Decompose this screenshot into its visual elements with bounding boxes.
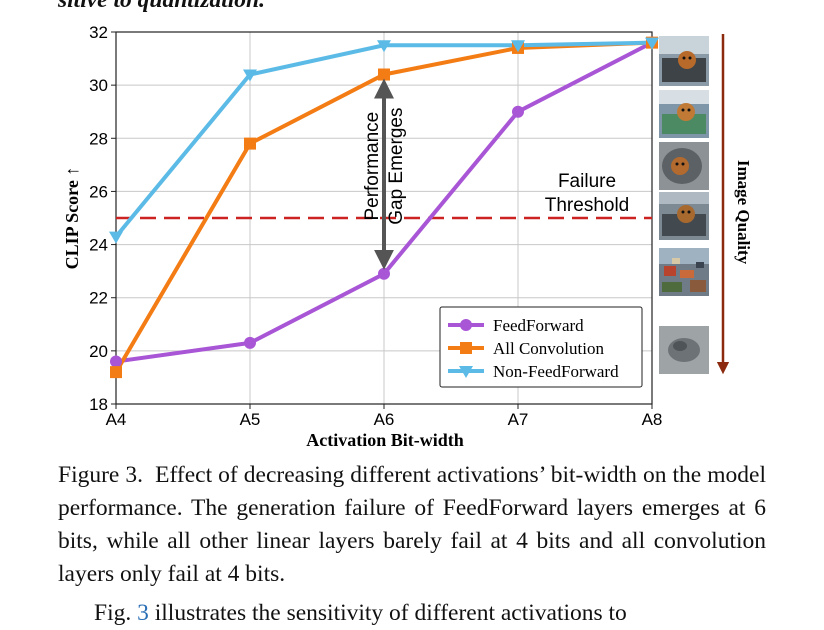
legend-marker-feedforward [460,319,472,331]
gap-label-line-2: Gap Emerges [386,108,407,225]
quality-label: Image Quality [734,160,753,265]
legend-marker-all-convolution [460,342,472,354]
threshold-label-line-1: Failure [558,171,616,192]
data-point-non-feedforward [243,69,257,82]
y-tick-label: 24 [89,236,108,255]
image-quality-indicator: Image Quality [716,34,753,375]
y-tick-label: 18 [89,395,108,414]
thumbnails-group [659,36,709,374]
data-point-non-feedforward [645,37,659,50]
y-axis-label: CLIP Score ↑ [62,167,82,270]
data-point-feedforward [244,336,256,349]
y-tick-label: 26 [89,182,108,201]
y-tick-label: 32 [89,23,108,42]
caption-label: Figure 3. [58,462,144,488]
body-text-line: Fig. 3 illustrates the sensitivity of di… [94,597,794,630]
dog-in-car-thumbnail [659,192,709,240]
y-tick-label: 28 [89,129,108,148]
x-tick-label: A4 [106,410,127,429]
data-point-feedforward [512,105,524,118]
x-axis: A4 A5 A6 A7 A8 [106,404,663,429]
x-tick-label: A7 [508,410,529,429]
gap-label-line-1: Performance [362,112,383,221]
legend-label-all-convolution: All Convolution [493,339,604,358]
header-text-line: sitive to quantization. [58,0,265,13]
y-tick-label: 22 [89,289,108,308]
caption-text: Effect of decreasing different activatio… [58,462,766,587]
data-point-non-feedforward [511,40,525,53]
dog-in-car-thumbnail [659,90,709,138]
blurred-gray-thumbnail [659,326,709,374]
dog-in-car-thumbnail [659,142,709,190]
body-prefix: Fig. [94,600,132,626]
data-point-non-feedforward [377,40,391,53]
legend-label-feedforward: FeedForward [493,316,584,335]
y-tick-label: 20 [89,342,108,361]
data-point-all-convolution [244,137,256,150]
data-point-feedforward [378,267,390,280]
x-tick-label: A5 [240,410,261,429]
data-point-feedforward [110,355,122,368]
data-point-all-convolution [110,366,122,379]
figure-caption: Figure 3. Effect of decreasing different… [58,459,766,591]
y-axis: 18 20 22 24 26 28 30 32 [89,23,116,414]
dog-in-car-thumbnail [659,36,709,86]
data-point-all-convolution [378,68,390,81]
data-point-non-feedforward [109,231,123,244]
figure-reference-link[interactable]: 3 [137,600,149,626]
noisy-thumbnail [659,248,709,296]
threshold-label-line-2: Threshold [545,195,630,216]
markers-group [109,36,659,379]
body-rest: illustrates the sensitivity of different… [154,600,627,626]
legend-label-non-feedforward: Non-FeedForward [493,362,619,381]
x-axis-label: Activation Bit-width [306,430,464,450]
x-tick-label: A6 [374,410,395,429]
legend-marker-non-feedforward [459,366,473,378]
legend: FeedForward All Convolution Non-FeedForwar… [439,306,643,388]
y-tick-label: 30 [89,76,108,95]
x-tick-label: A8 [642,410,663,429]
